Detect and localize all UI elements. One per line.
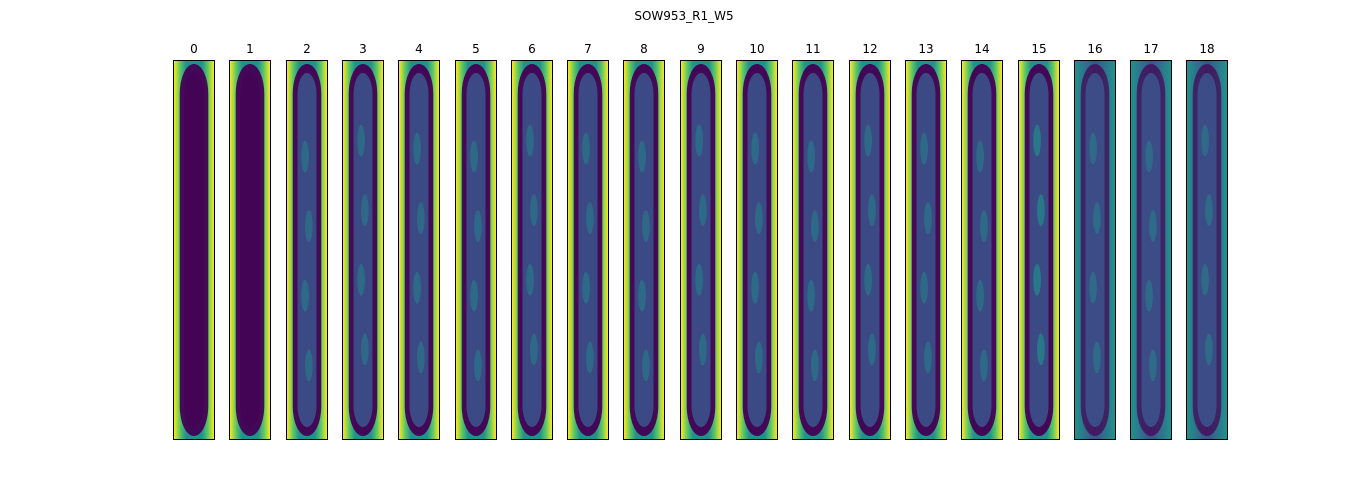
panel-label: 3	[359, 42, 367, 56]
cell-image-panel	[229, 60, 271, 440]
panel-label: 2	[303, 42, 311, 56]
cell-image-panel	[173, 60, 215, 440]
cell-image-panel	[905, 60, 947, 440]
cell-image	[793, 61, 833, 439]
cell-image	[624, 61, 664, 439]
cell-image-panel	[1130, 60, 1172, 440]
panel-label: 0	[190, 42, 198, 56]
cell-image-panel	[623, 60, 665, 440]
cell-image	[1187, 61, 1227, 439]
cell-image	[962, 61, 1002, 439]
cell-image	[343, 61, 383, 439]
cell-image	[737, 61, 777, 439]
cell-image-panel	[286, 60, 328, 440]
panel-label: 1	[246, 42, 254, 56]
panel-label: 4	[415, 42, 423, 56]
panel-label: 8	[640, 42, 648, 56]
cell-image	[512, 61, 552, 439]
panel-label: 9	[697, 42, 705, 56]
panel-label: 12	[862, 42, 878, 56]
cell-image	[1019, 61, 1059, 439]
cell-image	[399, 61, 439, 439]
panel-label: 10	[749, 42, 765, 56]
cell-image-panel	[961, 60, 1003, 440]
cell-image-panel	[792, 60, 834, 440]
panel-label: 13	[918, 42, 934, 56]
panel-label: 11	[805, 42, 821, 56]
cell-image	[230, 61, 270, 439]
panel-label: 15	[1031, 42, 1047, 56]
panel-label: 6	[528, 42, 536, 56]
cell-image-panel	[455, 60, 497, 440]
cell-image	[850, 61, 890, 439]
figure-title: SOW953_R1_W5	[634, 9, 734, 23]
cell-image-panel	[511, 60, 553, 440]
panel-label: 17	[1143, 42, 1159, 56]
cell-image-panel	[1186, 60, 1228, 440]
cell-image	[456, 61, 496, 439]
cell-image	[906, 61, 946, 439]
cell-image-panel	[398, 60, 440, 440]
panel-label: 5	[472, 42, 480, 56]
cell-image	[1131, 61, 1171, 439]
cell-image-panel	[342, 60, 384, 440]
cell-image	[287, 61, 327, 439]
cell-image-panel	[1018, 60, 1060, 440]
cell-image	[681, 61, 721, 439]
cell-image-panel	[567, 60, 609, 440]
cell-image-panel	[849, 60, 891, 440]
panel-label: 16	[1087, 42, 1103, 56]
panel-label: 7	[584, 42, 592, 56]
cell-image-panel	[1074, 60, 1116, 440]
panel-label: 18	[1199, 42, 1215, 56]
cell-image	[568, 61, 608, 439]
cell-image-panel	[680, 60, 722, 440]
cell-image	[174, 61, 214, 439]
cell-image	[1075, 61, 1115, 439]
cell-image-panel	[736, 60, 778, 440]
panel-label: 14	[974, 42, 990, 56]
